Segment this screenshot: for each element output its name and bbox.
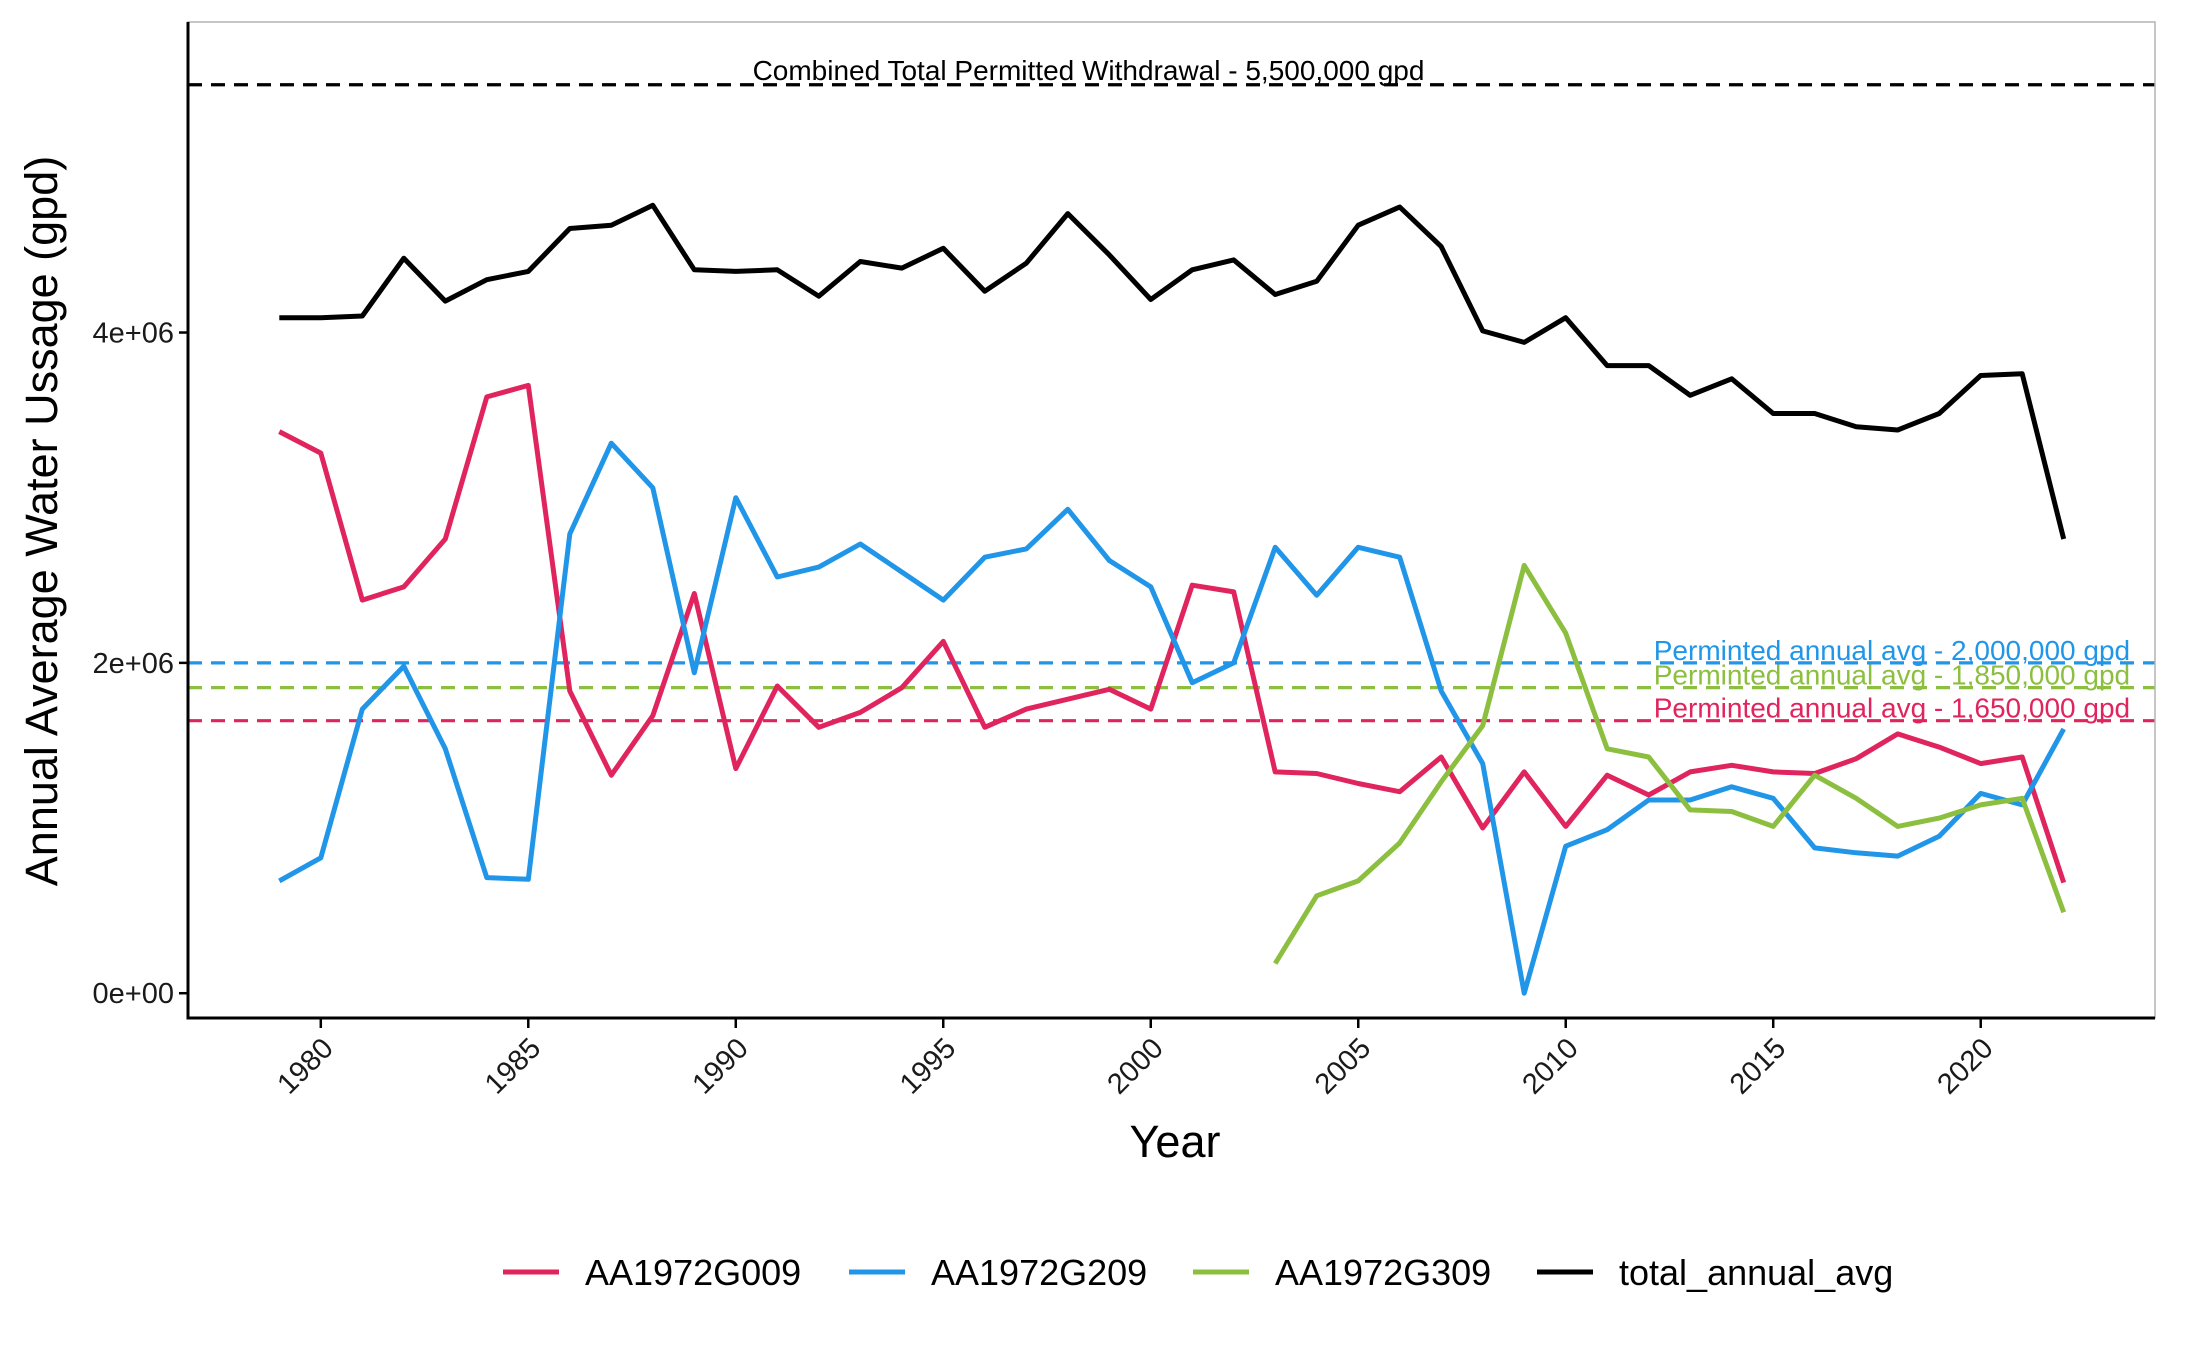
- legend-label-AA1972G209: AA1972G209: [931, 1252, 1147, 1293]
- legend-label-total_annual_avg: total_annual_avg: [1619, 1252, 1893, 1293]
- legend-label-AA1972G009: AA1972G009: [585, 1252, 801, 1293]
- series-lines: [278, 202, 2067, 996]
- reference-line-labels: Combined Total Permitted Withdrawal - 5,…: [753, 55, 2131, 724]
- y-tick-label: 2e+06: [93, 648, 174, 680]
- reference-line-label-1: Perminted annual avg - 2,000,000 gpd: [1654, 635, 2130, 666]
- x-axis-title: Year: [1130, 1116, 1221, 1167]
- legend: AA1972G009 AA1972G209 AA1972G309 total_annu…: [503, 1252, 1893, 1293]
- y-tick-label: 4e+06: [93, 318, 174, 350]
- reference-line-label-2: Perminted annual avg - 1,850,000 gpd: [1654, 660, 2130, 691]
- reference-lines: [188, 83, 2155, 723]
- y-axis-title: Annual Average Water Ussage (gpd): [16, 156, 67, 886]
- legend-label-AA1972G309: AA1972G309: [1275, 1252, 1491, 1293]
- y-tick-label: 0e+00: [93, 978, 174, 1010]
- reference-line-label-3: Perminted annual avg - 1,650,000 gpd: [1654, 693, 2130, 724]
- series-line-AA1972G309: [1273, 562, 2067, 965]
- series-line-total_annual_avg: [279, 202, 2067, 540]
- reference-line-label-0: Combined Total Permitted Withdrawal - 5,…: [753, 55, 1425, 86]
- series-line-AA1972G209: [278, 440, 2066, 996]
- series-line-AA1972G009: [278, 382, 2067, 884]
